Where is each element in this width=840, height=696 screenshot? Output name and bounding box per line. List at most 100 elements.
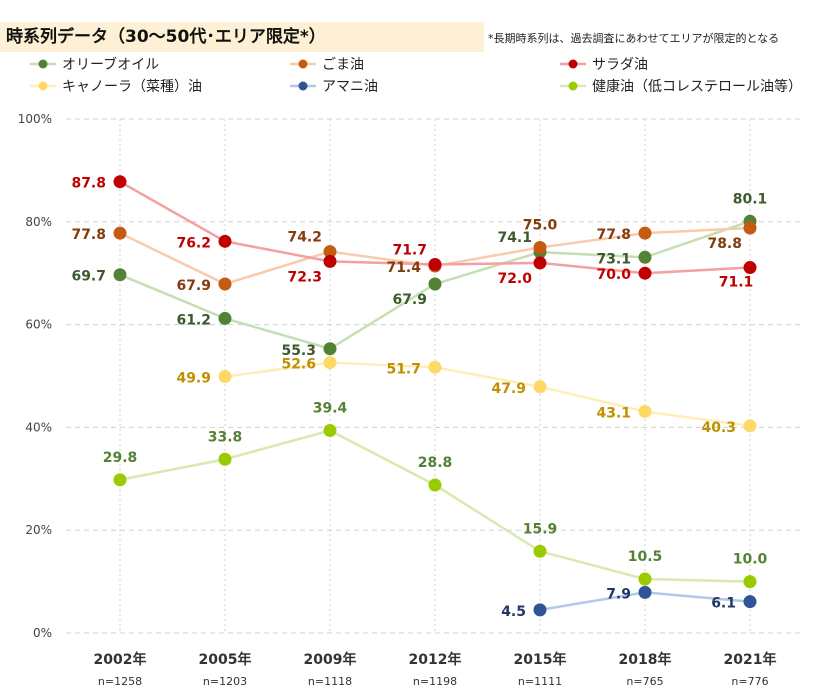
data-label: 10.5 bbox=[628, 549, 663, 565]
data-label: 6.1 bbox=[711, 596, 736, 612]
legend-label: ごま油 bbox=[322, 57, 364, 73]
data-point bbox=[218, 277, 232, 291]
data-label: 28.8 bbox=[418, 455, 453, 471]
data-point bbox=[743, 419, 757, 433]
legend-label: オリーブオイル bbox=[62, 57, 160, 73]
data-point bbox=[533, 241, 547, 254]
sample-size-label: n=776 bbox=[731, 675, 768, 688]
data-label: 49.9 bbox=[176, 371, 211, 387]
data-point bbox=[533, 603, 547, 617]
data-label: 70.0 bbox=[596, 267, 631, 283]
chart-title: 時系列データ（30～50代･エリア限定*） bbox=[0, 22, 484, 52]
data-label: 87.8 bbox=[71, 176, 106, 192]
data-label: 51.7 bbox=[386, 361, 421, 377]
data-label: 71.7 bbox=[392, 242, 427, 258]
data-point bbox=[638, 585, 652, 599]
data-label: 74.2 bbox=[287, 230, 322, 246]
data-label: 77.8 bbox=[596, 227, 631, 243]
sample-size-label: n=1198 bbox=[413, 675, 457, 688]
data-label: 4.5 bbox=[501, 604, 526, 620]
data-point bbox=[428, 478, 442, 492]
y-tick-label: 0% bbox=[33, 626, 52, 640]
x-tick-label: 2012年 bbox=[409, 651, 462, 668]
legend-marker-icon bbox=[30, 81, 56, 91]
data-point bbox=[638, 266, 652, 280]
data-label: 67.9 bbox=[176, 278, 211, 294]
data-label: 61.2 bbox=[176, 312, 211, 328]
legend-marker-icon bbox=[560, 59, 586, 69]
x-tick-label: 2015年 bbox=[514, 651, 567, 668]
sample-size-label: n=1118 bbox=[308, 675, 352, 688]
data-point bbox=[428, 277, 442, 291]
legend-item: キャノーラ（菜種）油 bbox=[30, 76, 202, 96]
y-tick-label: 100% bbox=[18, 112, 52, 126]
x-tick-label: 2009年 bbox=[304, 651, 357, 668]
data-label: 72.3 bbox=[287, 269, 322, 285]
data-point bbox=[113, 226, 127, 240]
legend-label: キャノーラ（菜種）油 bbox=[62, 79, 202, 95]
data-point bbox=[743, 221, 757, 235]
data-label: 33.8 bbox=[208, 429, 243, 445]
data-point bbox=[743, 575, 757, 589]
data-label: 39.4 bbox=[313, 400, 348, 416]
data-point bbox=[638, 226, 652, 240]
data-point bbox=[533, 256, 547, 270]
data-point bbox=[533, 380, 547, 394]
data-label: 71.4 bbox=[386, 260, 421, 276]
data-label: 71.1 bbox=[719, 275, 754, 291]
data-label: 67.9 bbox=[392, 292, 427, 308]
legend-item: オリーブオイル bbox=[30, 54, 159, 74]
data-label: 72.0 bbox=[497, 271, 532, 287]
data-label: 74.1 bbox=[497, 230, 532, 246]
data-label: 15.9 bbox=[523, 521, 558, 537]
legend-item: ごま油 bbox=[290, 54, 364, 74]
data-label: 43.1 bbox=[596, 405, 631, 421]
data-label: 73.1 bbox=[596, 251, 631, 267]
data-point bbox=[428, 360, 442, 374]
sample-size-label: n=1203 bbox=[203, 675, 247, 688]
data-point bbox=[638, 404, 652, 418]
data-point bbox=[113, 175, 127, 189]
data-point bbox=[323, 254, 337, 268]
data-point bbox=[638, 250, 652, 264]
data-label: 69.7 bbox=[71, 269, 106, 285]
data-label: 40.3 bbox=[701, 420, 736, 436]
data-point bbox=[428, 257, 442, 271]
legend-item: サラダ油 bbox=[560, 54, 648, 74]
data-point bbox=[113, 473, 127, 487]
data-label: 77.8 bbox=[71, 227, 106, 243]
data-label: 29.8 bbox=[103, 450, 138, 466]
data-point bbox=[218, 370, 232, 384]
data-label: 47.9 bbox=[491, 381, 526, 397]
legend-label: サラダ油 bbox=[592, 57, 648, 73]
data-label: 76.2 bbox=[176, 235, 211, 251]
data-label: 80.1 bbox=[733, 191, 768, 207]
data-label: 10.0 bbox=[733, 552, 768, 568]
series-line bbox=[224, 361, 751, 428]
data-point bbox=[638, 572, 652, 586]
data-label: 78.8 bbox=[707, 236, 742, 252]
y-tick-label: 80% bbox=[25, 215, 52, 229]
legend-marker-icon bbox=[560, 81, 586, 91]
legend-marker-icon bbox=[290, 59, 316, 69]
data-point bbox=[323, 423, 337, 437]
legend-marker-icon bbox=[30, 59, 56, 69]
chart-note: *長期時系列は、過去調査にあわせてエリアが限定的となる bbox=[488, 32, 780, 45]
legend-label: アマニ油 bbox=[322, 79, 378, 95]
x-tick-label: 2002年 bbox=[94, 651, 147, 668]
data-label: 7.9 bbox=[606, 586, 631, 602]
data-point bbox=[533, 544, 547, 558]
sample-size-label: n=1111 bbox=[518, 675, 562, 688]
legend-item: 健康油（低コレステロール油等） bbox=[560, 76, 802, 96]
y-tick-label: 40% bbox=[25, 420, 52, 434]
data-point bbox=[218, 234, 232, 248]
data-label: 55.3 bbox=[281, 343, 316, 359]
y-tick-label: 60% bbox=[25, 318, 52, 332]
x-tick-label: 2005年 bbox=[199, 651, 252, 668]
x-tick-label: 2018年 bbox=[619, 651, 672, 668]
data-point bbox=[218, 311, 232, 325]
data-label: 52.6 bbox=[281, 357, 316, 373]
sample-size-label: n=765 bbox=[626, 675, 663, 688]
